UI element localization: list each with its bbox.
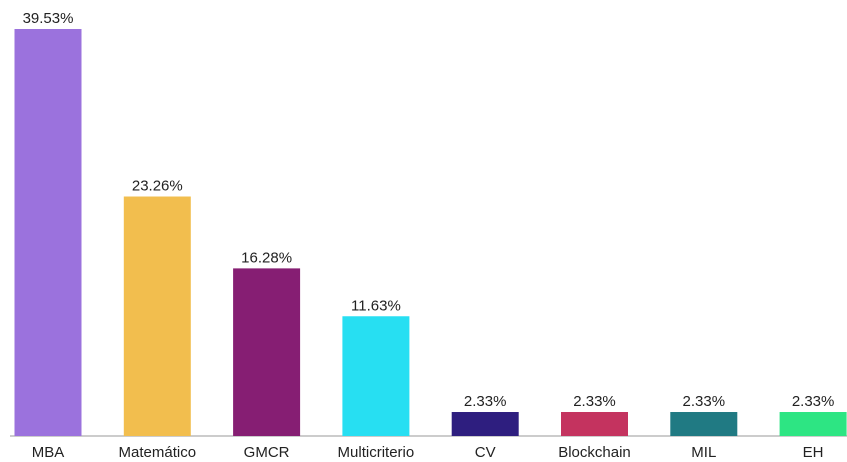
bar [561, 412, 628, 436]
bar [779, 412, 847, 436]
bar [14, 29, 82, 436]
bar [451, 412, 519, 436]
value-label: 2.33% [573, 393, 616, 410]
value-label: 23.26% [132, 178, 183, 195]
x-tick-label: MBA [32, 444, 65, 461]
bar [123, 196, 191, 436]
x-tick-label: Blockchain [558, 444, 631, 461]
value-label: 2.33% [464, 393, 507, 410]
value-label: 11.63% [351, 297, 401, 314]
x-tick-label: GMCR [244, 444, 290, 461]
x-tick-label: CV [475, 444, 496, 461]
bar [233, 268, 301, 436]
x-tick-label: EH [803, 444, 824, 461]
bar [670, 412, 738, 436]
value-label: 2.33% [792, 393, 835, 410]
value-label: 39.53% [23, 10, 74, 27]
value-label: 2.33% [683, 393, 726, 410]
x-tick-label: Matemático [119, 444, 197, 461]
bar [342, 316, 410, 436]
value-label: 16.28% [241, 249, 292, 266]
x-tick-label: MIL [691, 444, 716, 461]
x-tick-label: Multicriterio [338, 444, 415, 461]
